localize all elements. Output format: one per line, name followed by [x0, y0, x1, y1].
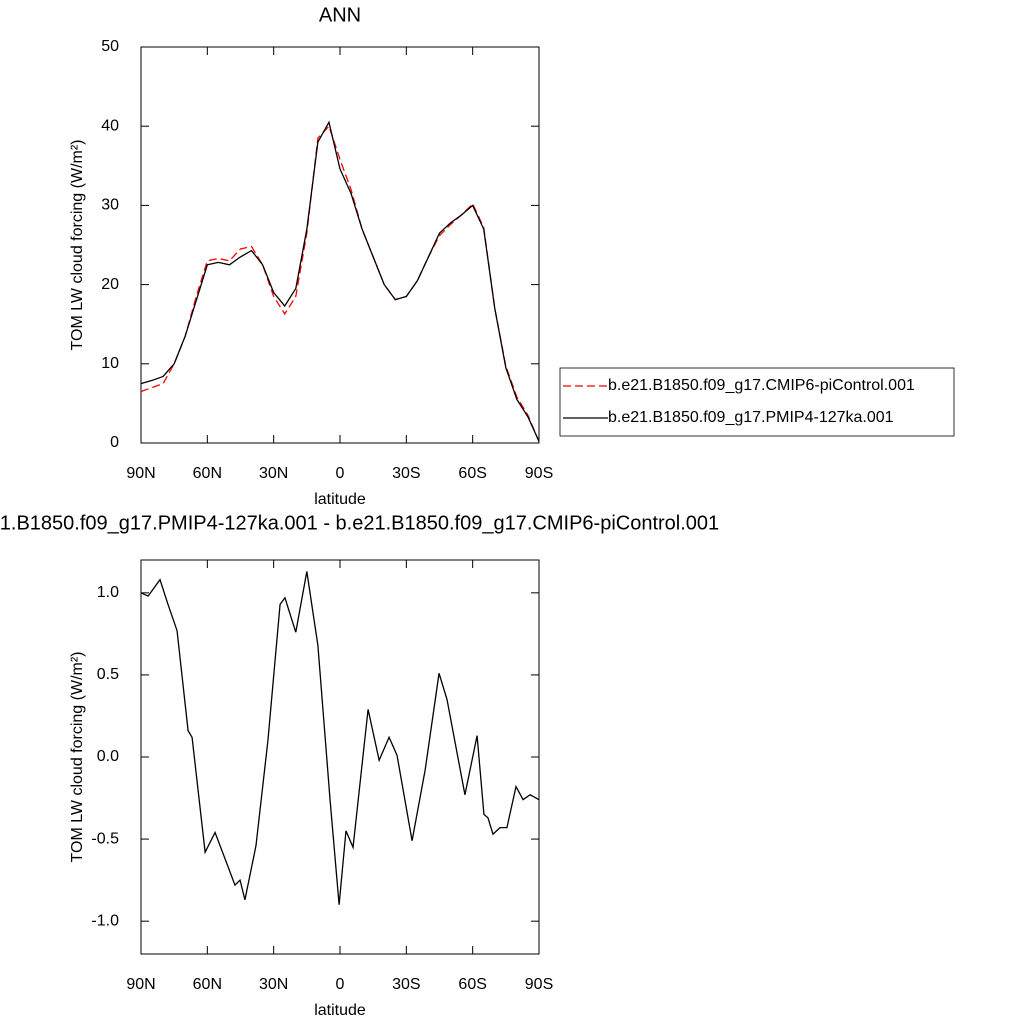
- x-tick-label: 90S: [525, 465, 553, 482]
- y-tick-label: -0.5: [91, 830, 119, 847]
- y-tick-label: 1.0: [97, 584, 119, 601]
- x-tick-label: 30N: [259, 976, 288, 993]
- x-axis-label: latitude: [314, 491, 366, 508]
- y-tick-label: 20: [101, 276, 119, 293]
- y-tick-label: 50: [101, 38, 119, 55]
- chart-title: b.e21.B1850.f09_g17.PMIP4-127ka.001 - b.…: [0, 512, 719, 534]
- x-tick-label: 30S: [392, 976, 420, 993]
- y-tick-label: 0.0: [97, 748, 119, 765]
- y-axis-label: TOM LW cloud forcing (W/m²): [69, 140, 86, 351]
- x-tick-label: 0: [336, 976, 345, 993]
- x-tick-label: 90N: [126, 976, 155, 993]
- y-tick-label: -1.0: [91, 912, 119, 929]
- y-tick-label: 0.5: [97, 666, 119, 683]
- y-tick-label: 30: [101, 197, 119, 214]
- legend-box: [559, 367, 955, 437]
- data-line: [140, 124, 540, 442]
- y-tick-label: 40: [101, 117, 119, 134]
- data-line: [140, 571, 540, 905]
- plot-frame: [140, 559, 540, 955]
- x-tick-label: 60S: [458, 976, 486, 993]
- x-tick-label: 30S: [392, 465, 420, 482]
- y-tick-label: 0: [110, 434, 119, 451]
- x-tick-label: 90N: [126, 465, 155, 482]
- data-line: [140, 120, 540, 442]
- x-tick-label: 60N: [193, 976, 222, 993]
- y-axis-label: TOM LW cloud forcing (W/m²): [69, 652, 86, 863]
- x-axis-label: latitude: [314, 1002, 366, 1019]
- legend-label: b.e21.B1850.f09_g17.PMIP4-127ka.001: [608, 409, 894, 426]
- x-tick-label: 30N: [259, 465, 288, 482]
- chart-title: ANN: [319, 4, 361, 26]
- plot-frame: [140, 46, 540, 444]
- x-tick-label: 90S: [525, 976, 553, 993]
- legend-label: b.e21.B1850.f09_g17.CMIP6-piControl.001: [608, 377, 915, 394]
- x-tick-label: 60N: [193, 465, 222, 482]
- x-tick-label: 60S: [458, 465, 486, 482]
- y-tick-label: 10: [101, 355, 119, 372]
- x-tick-label: 0: [336, 465, 345, 482]
